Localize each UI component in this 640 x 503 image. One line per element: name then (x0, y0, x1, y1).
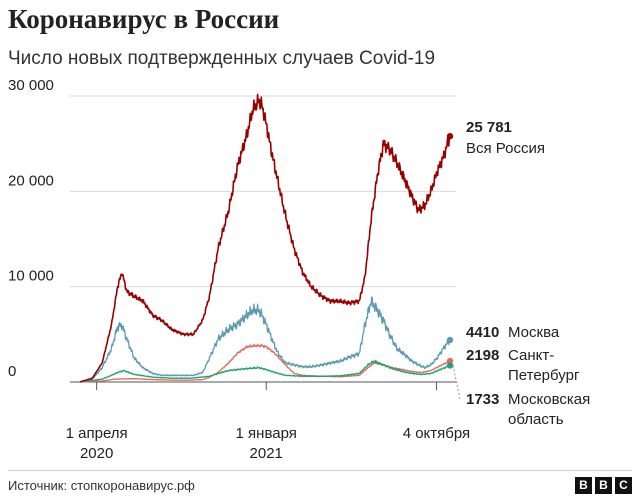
label-connector (452, 365, 461, 400)
series-line (79, 296, 451, 383)
series-end-value: 2198 (466, 347, 499, 364)
series-name-label: Санкт- (508, 347, 554, 364)
series-end-dot (446, 133, 454, 140)
bbc-logo-letter: B (595, 477, 612, 494)
series-name-label: Вся Россия (466, 140, 545, 157)
y-tick-label: 0 (8, 363, 16, 380)
series-end-dot (446, 357, 454, 365)
series-name-label: Петербург (508, 367, 580, 384)
series-name-label: Московская (508, 391, 590, 408)
chart-subtitle: Число новых подтвержденных случаев Covid… (8, 48, 436, 69)
line-chart: 0 10 000 20 000 30 000 1 апреля 2020 1 января 2… (8, 77, 590, 462)
series-line (79, 360, 451, 383)
series-line (79, 343, 451, 383)
series-name-label: Москва (508, 324, 560, 341)
x-tick-year-label: 2021 (250, 445, 283, 462)
series-end-value: 4410 (466, 324, 499, 341)
series-name-label: область (508, 411, 564, 428)
footer-divider (8, 470, 632, 471)
x-tick-year-label: 2020 (80, 445, 113, 462)
series-end-dot (446, 336, 454, 344)
bbc-logo-letter: B (575, 477, 592, 494)
bbc-logo: B B C (575, 477, 632, 494)
y-tick-label: 30 000 (8, 77, 54, 94)
y-tick-label: 20 000 (8, 172, 54, 189)
series-end-value: 25 781 (466, 119, 512, 136)
x-tick-label: 4 октября (403, 425, 470, 442)
series-end-dot (446, 362, 454, 369)
bbc-logo-letter: C (615, 477, 632, 494)
chart-title: Коронавирус в России (8, 4, 280, 34)
x-tick-label: 1 апреля (66, 425, 128, 442)
source-note: Источник: стопкоронавирус.рф (8, 478, 195, 493)
x-tick-label: 1 января (236, 425, 297, 442)
y-tick-label: 10 000 (8, 268, 54, 285)
series-end-value: 1733 (466, 391, 499, 408)
series-line (79, 93, 451, 383)
